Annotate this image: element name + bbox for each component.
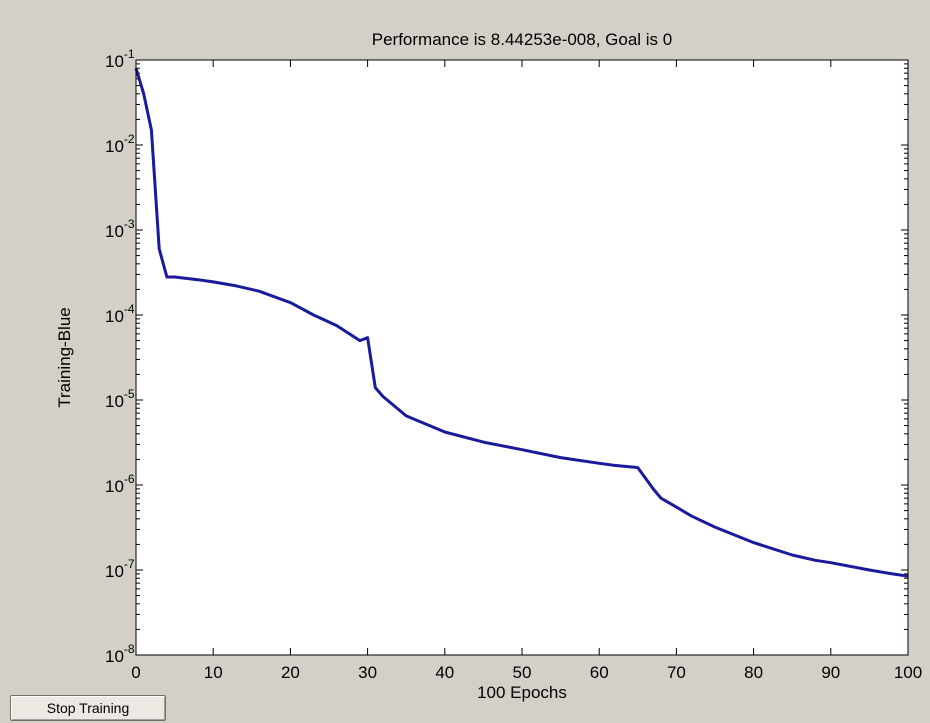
x-tick-label: 70	[667, 663, 686, 682]
x-tick-label: 50	[513, 663, 532, 682]
x-tick-label: 20	[281, 663, 300, 682]
x-tick-label: 80	[744, 663, 763, 682]
chart-title: Performance is 8.44253e-008, Goal is 0	[372, 30, 673, 49]
y-tick-label: 10-5	[105, 387, 135, 411]
x-tick-label: 0	[131, 663, 140, 682]
plot-area	[136, 60, 908, 655]
x-axis-label: 100 Epochs	[477, 683, 567, 702]
x-tick-label: 30	[358, 663, 377, 682]
plot-frame	[135, 59, 909, 656]
y-tick-label: 10-4	[105, 302, 135, 326]
y-axis-label: Training-Blue	[55, 307, 74, 407]
x-tick-label: 10	[204, 663, 223, 682]
y-tick-label: 10-7	[105, 557, 135, 581]
x-tick-labels: 0 10 20 30 40 50 60 70 80 90 100	[131, 663, 922, 682]
y-tick-label: 10-1	[105, 47, 135, 71]
training-series-line	[134, 67, 909, 578]
y-tick-label: 10-3	[105, 217, 135, 241]
x-tick-label: 40	[435, 663, 454, 682]
x-tick-label: 100	[894, 663, 922, 682]
series-layer	[134, 67, 909, 578]
y-tick-label: 10-8	[105, 642, 135, 666]
x-tick-label: 60	[590, 663, 609, 682]
y-tick-label: 10-2	[105, 132, 135, 156]
x-tick-label: 90	[821, 663, 840, 682]
y-tick-label: 10-6	[105, 472, 135, 496]
y-tick-labels: 10-1 10-2 10-3 10-4 10-5 10-6 10-7 10-8	[105, 47, 135, 666]
stop-training-button[interactable]: Stop Training	[10, 695, 166, 721]
